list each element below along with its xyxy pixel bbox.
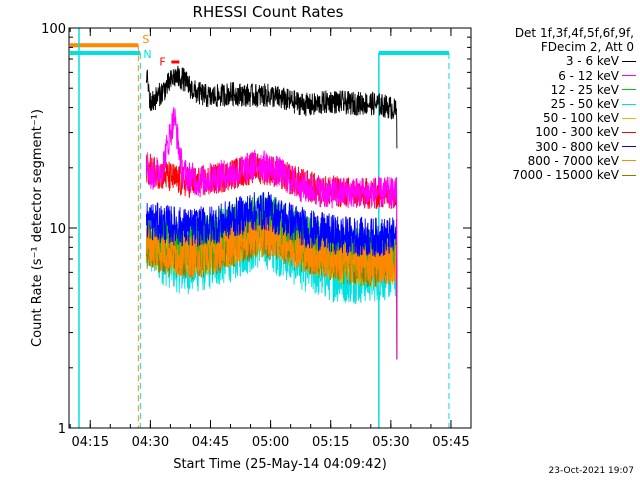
legend-entry-7: 800 - 7000 keV	[478, 154, 638, 168]
legend-entry-5: 100 - 300 keV	[478, 125, 638, 139]
series-line-1	[145, 107, 398, 360]
legend-entry-2: 12 - 25 keV	[478, 83, 638, 97]
state-markers: SNF	[142, 33, 180, 68]
legend-entry-8: 7000 - 15000 keV	[478, 168, 638, 182]
x-tick-label-0: 04:15	[72, 435, 109, 450]
chart-title: RHESSI Count Rates	[193, 3, 344, 21]
legend-header-line-2: FDecim 2, Att 0	[540, 40, 634, 55]
legend-swatch-0	[622, 61, 636, 62]
x-tick-label-6: 05:45	[432, 435, 469, 450]
legend-label-6: 300 - 800 keV	[535, 139, 619, 154]
legend-swatch-6	[622, 146, 636, 148]
x-axis-label: Start Time (25-May-14 04:09:42)	[173, 457, 387, 472]
x-tick-label-5: 05:30	[372, 435, 409, 450]
series-group	[145, 65, 398, 360]
legend-swatch-5	[622, 131, 636, 133]
legend-swatch-7	[622, 160, 636, 162]
x-tick-label-2: 04:45	[192, 435, 229, 450]
series-line-7	[145, 212, 398, 360]
x-axis: 04:15 04:30 04:45 05:00 05:15 05:30 05:45	[69, 28, 472, 450]
y-axis: 1 10 100	[41, 22, 471, 437]
x-tick-label-4: 05:15	[312, 435, 349, 450]
flare-marker	[171, 60, 180, 64]
legend-swatch-8	[622, 174, 636, 176]
legend-label-3: 25 - 50 keV	[550, 96, 619, 111]
saa-label: S	[142, 33, 149, 46]
legend-label-8: 7000 - 15000 keV	[512, 167, 619, 182]
legend-entry-0: 3 - 6 keV	[478, 54, 638, 68]
legend-swatch-3	[622, 103, 636, 105]
night-label: N	[143, 48, 151, 61]
legend-entry-4: 50 - 100 keV	[478, 111, 638, 125]
y-tick-label-1: 10	[49, 222, 66, 237]
legend-header-line-1: Det 1f,3f,4f,5f,6f,9f,	[514, 26, 634, 40]
y-tick-label-2: 100	[41, 22, 66, 37]
legend-entries: 3 - 6 keV 6 - 12 keV 12 - 25 keV 25 - 50 ke…	[478, 54, 638, 182]
legend-label-2: 12 - 25 keV	[550, 82, 619, 97]
x-tick-label-1: 04:30	[132, 435, 169, 450]
legend-label-1: 6 - 12 keV	[558, 68, 619, 83]
flare-label: F	[159, 55, 165, 68]
legend-entry-6: 300 - 800 keV	[478, 140, 638, 154]
legend: Det 1f,3f,4f,5f,6f,9f, FDecim 2, Att 0 3…	[478, 26, 638, 182]
timestamp: 23-Oct-2021 19:07	[548, 466, 634, 476]
series-line-6	[145, 191, 398, 360]
series-line-0	[145, 65, 398, 149]
legend-entry-3: 25 - 50 keV	[478, 97, 638, 111]
legend-swatch-2	[622, 89, 636, 91]
y-tick-label-0: 1	[58, 422, 66, 437]
legend-entry-1: 6 - 12 keV	[478, 69, 638, 83]
legend-label-5: 100 - 300 keV	[535, 125, 619, 140]
legend-label-7: 800 - 7000 keV	[527, 153, 619, 168]
y-axis-label: Count Rate (s⁻¹ detector segment⁻¹)	[30, 109, 45, 347]
legend-label-4: 50 - 100 keV	[542, 111, 619, 126]
legend-swatch-1	[622, 75, 636, 77]
legend-swatch-4	[622, 117, 636, 119]
legend-label-0: 3 - 6 keV	[565, 54, 619, 69]
x-tick-label-3: 05:00	[252, 435, 289, 450]
